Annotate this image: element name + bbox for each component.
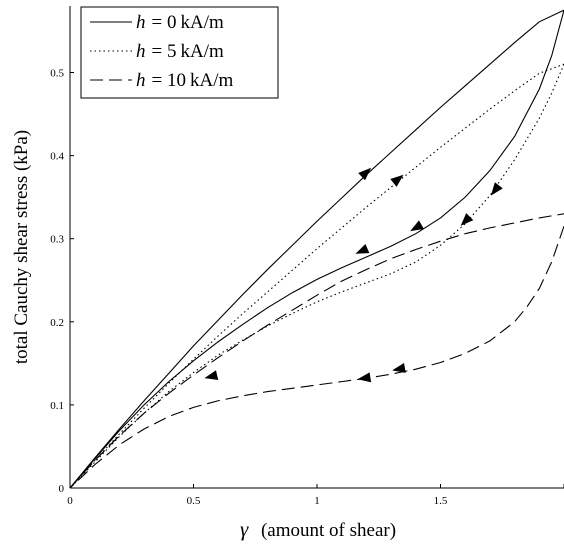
y-tick-label: 0.4: [50, 151, 64, 163]
direction-arrow-8: [204, 370, 219, 381]
series-2-loading-curve: [69, 213, 564, 489]
direction-arrow-4: [490, 182, 503, 196]
x-axis-text: (amount of shear): [261, 520, 396, 541]
legend-label-0: h = 0 kA/m: [136, 12, 224, 33]
direction-arrow-1: [390, 174, 404, 187]
direction-arrow-5: [460, 213, 474, 226]
direction-arrow-2: [410, 220, 424, 232]
legend-label-2: h = 10 kA/m: [136, 70, 233, 91]
y-axis-ticks: 0 0.1 0.2 0.3 0.4 0.5: [50, 67, 74, 495]
x-tick-label: 0: [67, 495, 73, 507]
x-tick-label: 0.5: [187, 495, 201, 507]
series-1-unloading-curve: [69, 63, 564, 489]
x-tick-label: 1.5: [434, 495, 448, 507]
legend-label-1: h = 5 kA/m: [136, 41, 224, 62]
series-0-unloading-curve: [69, 10, 564, 489]
legend: h = 0 kA/m h = 5 kA/m h = 10 kA/m: [80, 6, 279, 99]
x-axis-label: γ (amount of shear): [240, 517, 396, 541]
arrow-layer: [204, 167, 503, 383]
y-tick-label: 0.1: [50, 400, 64, 412]
x-tick-label: 1: [314, 495, 320, 507]
direction-arrow-0: [358, 167, 372, 181]
series-1-loading-curve: [69, 63, 564, 489]
y-axis-label: total Cauchy shear stress (kPa): [11, 130, 32, 364]
series-0-loading-curve: [69, 9, 564, 489]
direction-arrow-3: [355, 243, 370, 254]
series-layer: [69, 9, 564, 489]
y-tick-label: 0.2: [50, 317, 64, 329]
y-tick-label: 0.5: [50, 67, 64, 79]
y-tick-label: 0: [59, 483, 65, 495]
x-axis-ticks: 0 0.5 1 1.5: [67, 484, 564, 507]
x-axis-symbol: γ: [240, 517, 249, 541]
series-2-unloading-curve: [69, 226, 564, 489]
direction-arrow-7: [357, 372, 372, 383]
direction-arrow-6: [392, 363, 406, 373]
y-tick-label: 0.3: [50, 234, 64, 246]
